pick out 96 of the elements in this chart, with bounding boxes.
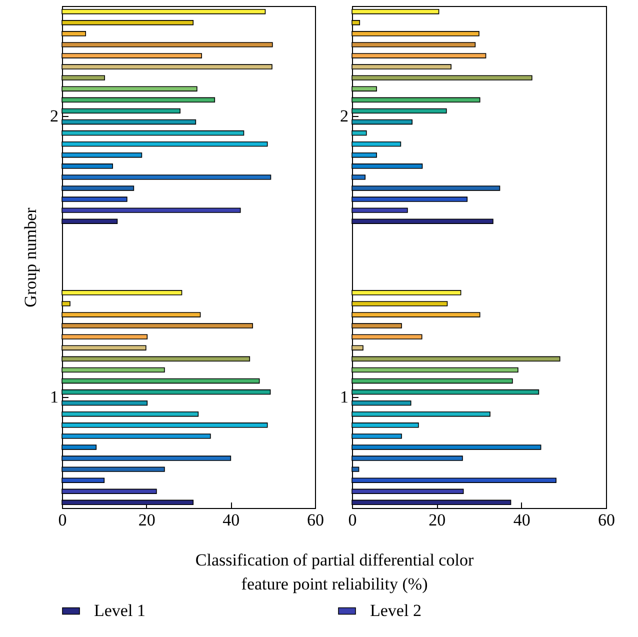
bar	[62, 108, 180, 114]
bar	[62, 290, 182, 296]
bar	[62, 500, 194, 506]
bar	[62, 301, 70, 306]
y-axis-title: Group number	[21, 207, 40, 308]
bar	[62, 97, 216, 103]
bar	[352, 334, 422, 340]
bar	[352, 411, 490, 417]
bar	[62, 42, 273, 48]
bar	[352, 186, 500, 191]
bar	[62, 20, 194, 26]
x-tick-label: 60	[598, 510, 615, 530]
bar	[352, 466, 360, 472]
bar	[352, 345, 364, 350]
x-tick-label: 0	[348, 510, 357, 530]
bar	[352, 31, 480, 36]
bar	[352, 119, 413, 125]
bar	[352, 301, 448, 306]
bar	[352, 53, 486, 58]
x-axis-title: Classification of partial differential color feature point reliability (%)	[195, 550, 474, 594]
bar	[352, 152, 377, 158]
bar	[62, 367, 165, 373]
bar	[352, 444, 542, 450]
bar	[62, 218, 118, 224]
bar	[62, 323, 253, 328]
bar	[62, 411, 199, 417]
bar	[352, 8, 440, 14]
bar	[352, 86, 377, 92]
bar	[62, 164, 113, 169]
bar	[352, 290, 462, 296]
bar	[352, 500, 512, 506]
bar	[352, 75, 532, 80]
bar	[352, 367, 518, 373]
bar	[352, 218, 494, 224]
bar	[352, 488, 464, 494]
bar	[352, 97, 480, 103]
bar	[352, 400, 412, 406]
bar	[62, 130, 244, 136]
bar	[62, 488, 157, 494]
legend-label: Level 1	[94, 601, 146, 620]
bar	[62, 345, 146, 350]
bar	[352, 164, 423, 169]
bar	[352, 42, 476, 48]
bar	[352, 478, 556, 483]
bar	[352, 174, 366, 180]
legend-label: Level 2	[370, 601, 422, 620]
bar	[62, 53, 202, 58]
x-tick-label: 20	[428, 510, 446, 530]
x-tick-label: 40	[513, 510, 530, 530]
bar	[62, 208, 241, 213]
y-tick-label: 1	[50, 388, 58, 407]
bar	[352, 64, 452, 70]
bar	[352, 141, 402, 147]
bar	[62, 466, 165, 472]
bar	[62, 444, 97, 450]
bar	[62, 456, 232, 461]
bar	[62, 312, 201, 318]
bar	[352, 422, 419, 428]
x-tick-label: 60	[307, 510, 324, 530]
bar	[62, 8, 266, 14]
bar	[352, 312, 480, 318]
bar	[62, 119, 196, 125]
bar	[62, 186, 134, 191]
bar	[62, 31, 86, 36]
bar	[62, 400, 148, 406]
bar	[62, 141, 268, 147]
x-tick-label: 0	[58, 510, 67, 530]
bar	[62, 75, 105, 80]
bar	[352, 130, 367, 136]
bar	[62, 478, 105, 483]
y-tick-label: 2	[50, 106, 58, 126]
bar	[62, 196, 128, 202]
bar	[352, 208, 408, 213]
bar	[352, 20, 360, 26]
bar	[352, 108, 447, 114]
bar	[352, 389, 540, 395]
bar	[62, 434, 211, 439]
x-tick-label: 40	[222, 510, 240, 530]
y-tick-label: 2	[340, 106, 348, 126]
bar	[62, 422, 268, 428]
bar	[62, 356, 250, 362]
bar	[352, 356, 560, 362]
bar	[62, 86, 198, 92]
bar	[62, 174, 272, 180]
bar	[62, 389, 271, 395]
bar	[352, 196, 468, 202]
bar	[62, 334, 148, 340]
bar	[62, 152, 142, 158]
bar	[352, 434, 402, 439]
y-tick-label: 1	[340, 388, 348, 407]
bar	[62, 378, 260, 384]
bar	[352, 323, 402, 328]
bar	[352, 456, 463, 461]
bar	[62, 64, 272, 70]
x-tick-label: 20	[138, 510, 156, 530]
bar	[352, 378, 513, 384]
